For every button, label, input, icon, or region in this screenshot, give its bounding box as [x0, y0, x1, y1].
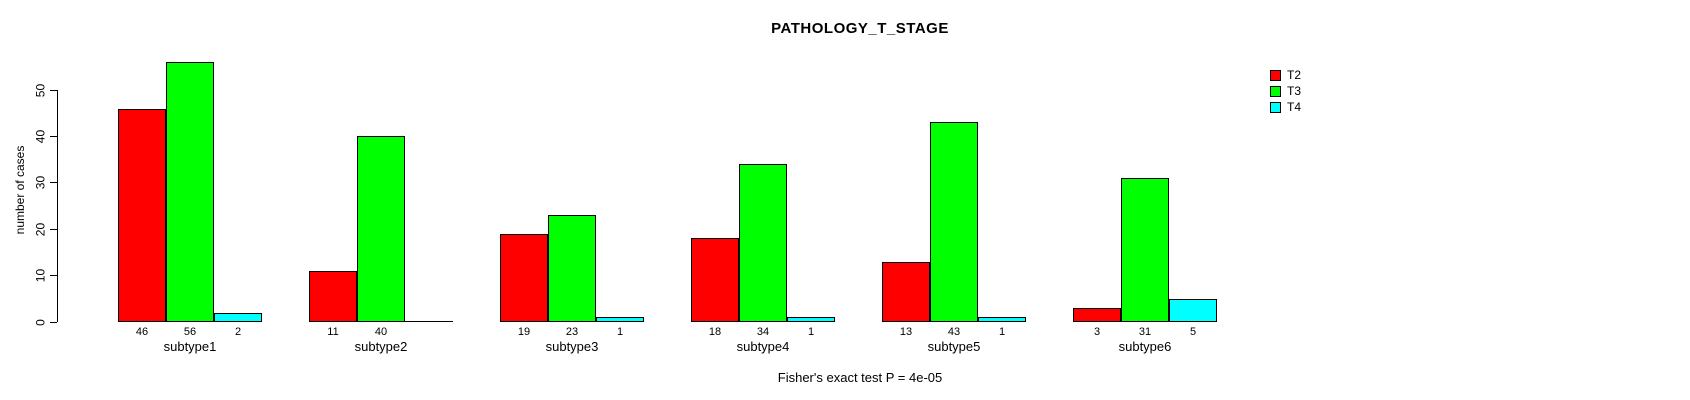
chart-title: PATHOLOGY_T_STAGE [771, 20, 949, 37]
y-axis-tick [50, 135, 57, 137]
bar-t2-subtype5 [882, 262, 930, 322]
bar-t4-subtype4 [787, 317, 835, 322]
legend-label-t4: T4 [1287, 100, 1302, 114]
bar-t3-subtype1 [166, 62, 214, 322]
bar-count-label: 2 [234, 326, 242, 338]
category-label-subtype5: subtype5 [927, 339, 981, 354]
y-axis-tick [50, 275, 57, 277]
bar-count-label: 23 [565, 326, 579, 338]
bar-t4-subtype6 [1169, 299, 1217, 322]
bar-t2-subtype2 [309, 271, 357, 322]
y-axis-tick [50, 321, 57, 323]
legend-swatch-t3 [1270, 85, 1281, 97]
category-label-subtype6: subtype6 [1118, 339, 1172, 354]
bar-count-label: 43 [947, 326, 961, 338]
bar-count-label: 34 [756, 326, 770, 338]
y-axis-line [57, 90, 58, 322]
bar-count-label: 13 [899, 326, 913, 338]
bar-count-label: 19 [517, 326, 531, 338]
y-axis-tick-label: 10 [33, 268, 48, 283]
bar-count-label: 18 [708, 326, 722, 338]
bar-t3-subtype2 [357, 136, 405, 322]
bar-t2-subtype1 [118, 109, 166, 322]
stat-test-caption: Fisher's exact test P = 4e-05 [777, 370, 943, 385]
bar-t2-subtype6 [1073, 308, 1121, 322]
bar-t3-subtype3 [548, 215, 596, 322]
bar-count-label: 3 [1093, 326, 1101, 338]
bar-count-label: 46 [135, 326, 149, 338]
bar-count-label: 5 [1189, 326, 1197, 338]
bar-t4-subtype5 [978, 317, 1026, 322]
legend: T2 T3 T4 [1270, 67, 1301, 115]
category-label-subtype4: subtype4 [736, 339, 790, 354]
bar-t4-subtype1 [214, 313, 262, 322]
y-axis-tick [50, 89, 57, 91]
category-label-subtype2: subtype2 [354, 339, 408, 354]
bar-count-label: 11 [327, 326, 339, 338]
bar-count-label: 1 [616, 326, 624, 338]
y-axis-tick [50, 182, 57, 184]
legend-item-t4: T4 [1270, 99, 1301, 115]
legend-swatch-t2 [1270, 69, 1281, 81]
bar-t3-subtype6 [1121, 178, 1169, 322]
y-axis-tick [50, 228, 57, 230]
legend-item-t2: T2 [1270, 67, 1301, 83]
y-axis-tick-label: 20 [33, 222, 48, 236]
bar-count-label: 1 [807, 326, 815, 338]
bar-t2-subtype3 [500, 234, 548, 322]
legend-item-t3: T3 [1270, 83, 1301, 99]
bar-t4-subtype3 [596, 317, 644, 322]
bar-t2-subtype4 [691, 238, 739, 322]
legend-label-t3: T3 [1287, 84, 1302, 98]
category-label-subtype3: subtype3 [545, 339, 599, 354]
y-axis-tick-label: 40 [33, 129, 48, 144]
bar-count-label: 56 [183, 326, 197, 338]
y-axis-tick-label: 50 [33, 83, 48, 97]
legend-label-t2: T2 [1287, 68, 1302, 82]
bar-count-label: 31 [1138, 326, 1152, 338]
bar-t3-subtype5 [930, 122, 978, 322]
bar-t4-subtype2-zero [405, 321, 453, 322]
bar-count-label: 40 [374, 326, 388, 338]
legend-swatch-t4 [1270, 101, 1281, 113]
category-label-subtype1: subtype1 [163, 339, 217, 354]
bar-count-label: 1 [998, 326, 1006, 338]
y-axis-tick-label: 0 [33, 318, 48, 326]
bar-t3-subtype4 [739, 164, 787, 322]
y-axis-tick-label: 30 [33, 176, 48, 190]
